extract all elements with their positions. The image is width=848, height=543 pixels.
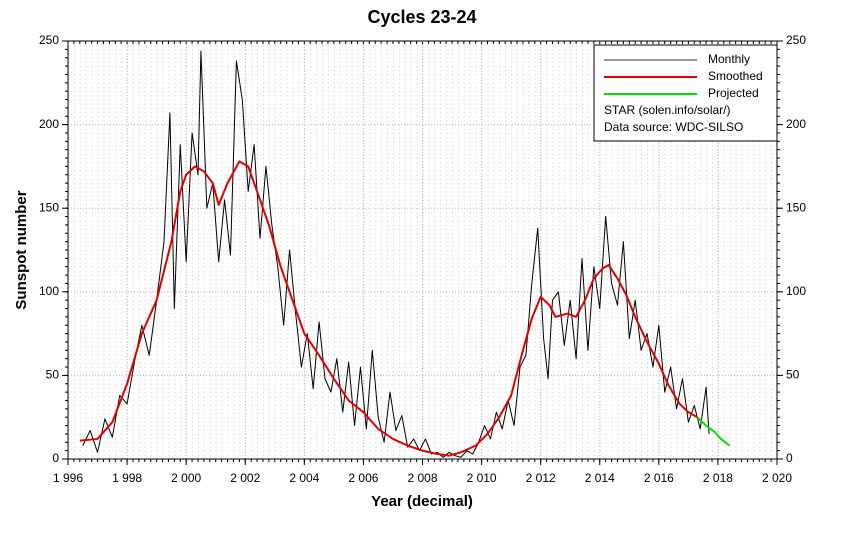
x-tick-label: 2 008 [407, 471, 437, 485]
y2-tick-label: 0 [786, 451, 793, 465]
x-tick-label: 2 016 [644, 471, 674, 485]
y-tick-label: 0 [52, 451, 59, 465]
x-axis-label: Year (decimal) [371, 493, 473, 510]
x-tick-label: 1 998 [112, 471, 142, 485]
x-tick-label: 2 006 [348, 471, 378, 485]
y-tick-label: 250 [39, 33, 59, 47]
x-tick-label: 2 002 [230, 471, 260, 485]
y2-tick-label: 100 [786, 284, 806, 298]
y-tick-label: 200 [39, 117, 59, 131]
y2-tick-label: 250 [786, 33, 806, 47]
x-tick-label: 2 012 [526, 471, 556, 485]
x-tick-label: 2 004 [289, 471, 319, 485]
x-tick-label: 2 020 [762, 471, 792, 485]
series-line [696, 416, 731, 447]
x-tick-label: 2 010 [467, 471, 497, 485]
y-tick-label: 150 [39, 200, 59, 214]
legend-label: Projected [708, 86, 759, 100]
x-tick-label: 2 000 [171, 471, 201, 485]
chart-title: Cycles 23-24 [367, 7, 476, 27]
x-tick-label: 2 014 [585, 471, 615, 485]
x-tick-label: 1 996 [53, 471, 83, 485]
series-line [79, 160, 698, 457]
y-tick-label: 100 [39, 284, 59, 298]
y-axis-label: Sunspot number [13, 190, 30, 309]
legend-label: Smoothed [708, 69, 763, 83]
plot-frame [67, 40, 778, 460]
series-line [82, 50, 710, 458]
y-tick-label: 50 [46, 368, 60, 382]
y2-tick-label: 200 [786, 117, 806, 131]
legend-note: Data source: WDC-SILSO [604, 120, 743, 134]
y2-tick-label: 50 [786, 368, 800, 382]
y2-tick-label: 150 [786, 200, 806, 214]
legend-note: STAR (solen.info/solar/) [604, 103, 731, 117]
x-tick-label: 2 018 [703, 471, 733, 485]
legend-label: Monthly [708, 52, 750, 66]
